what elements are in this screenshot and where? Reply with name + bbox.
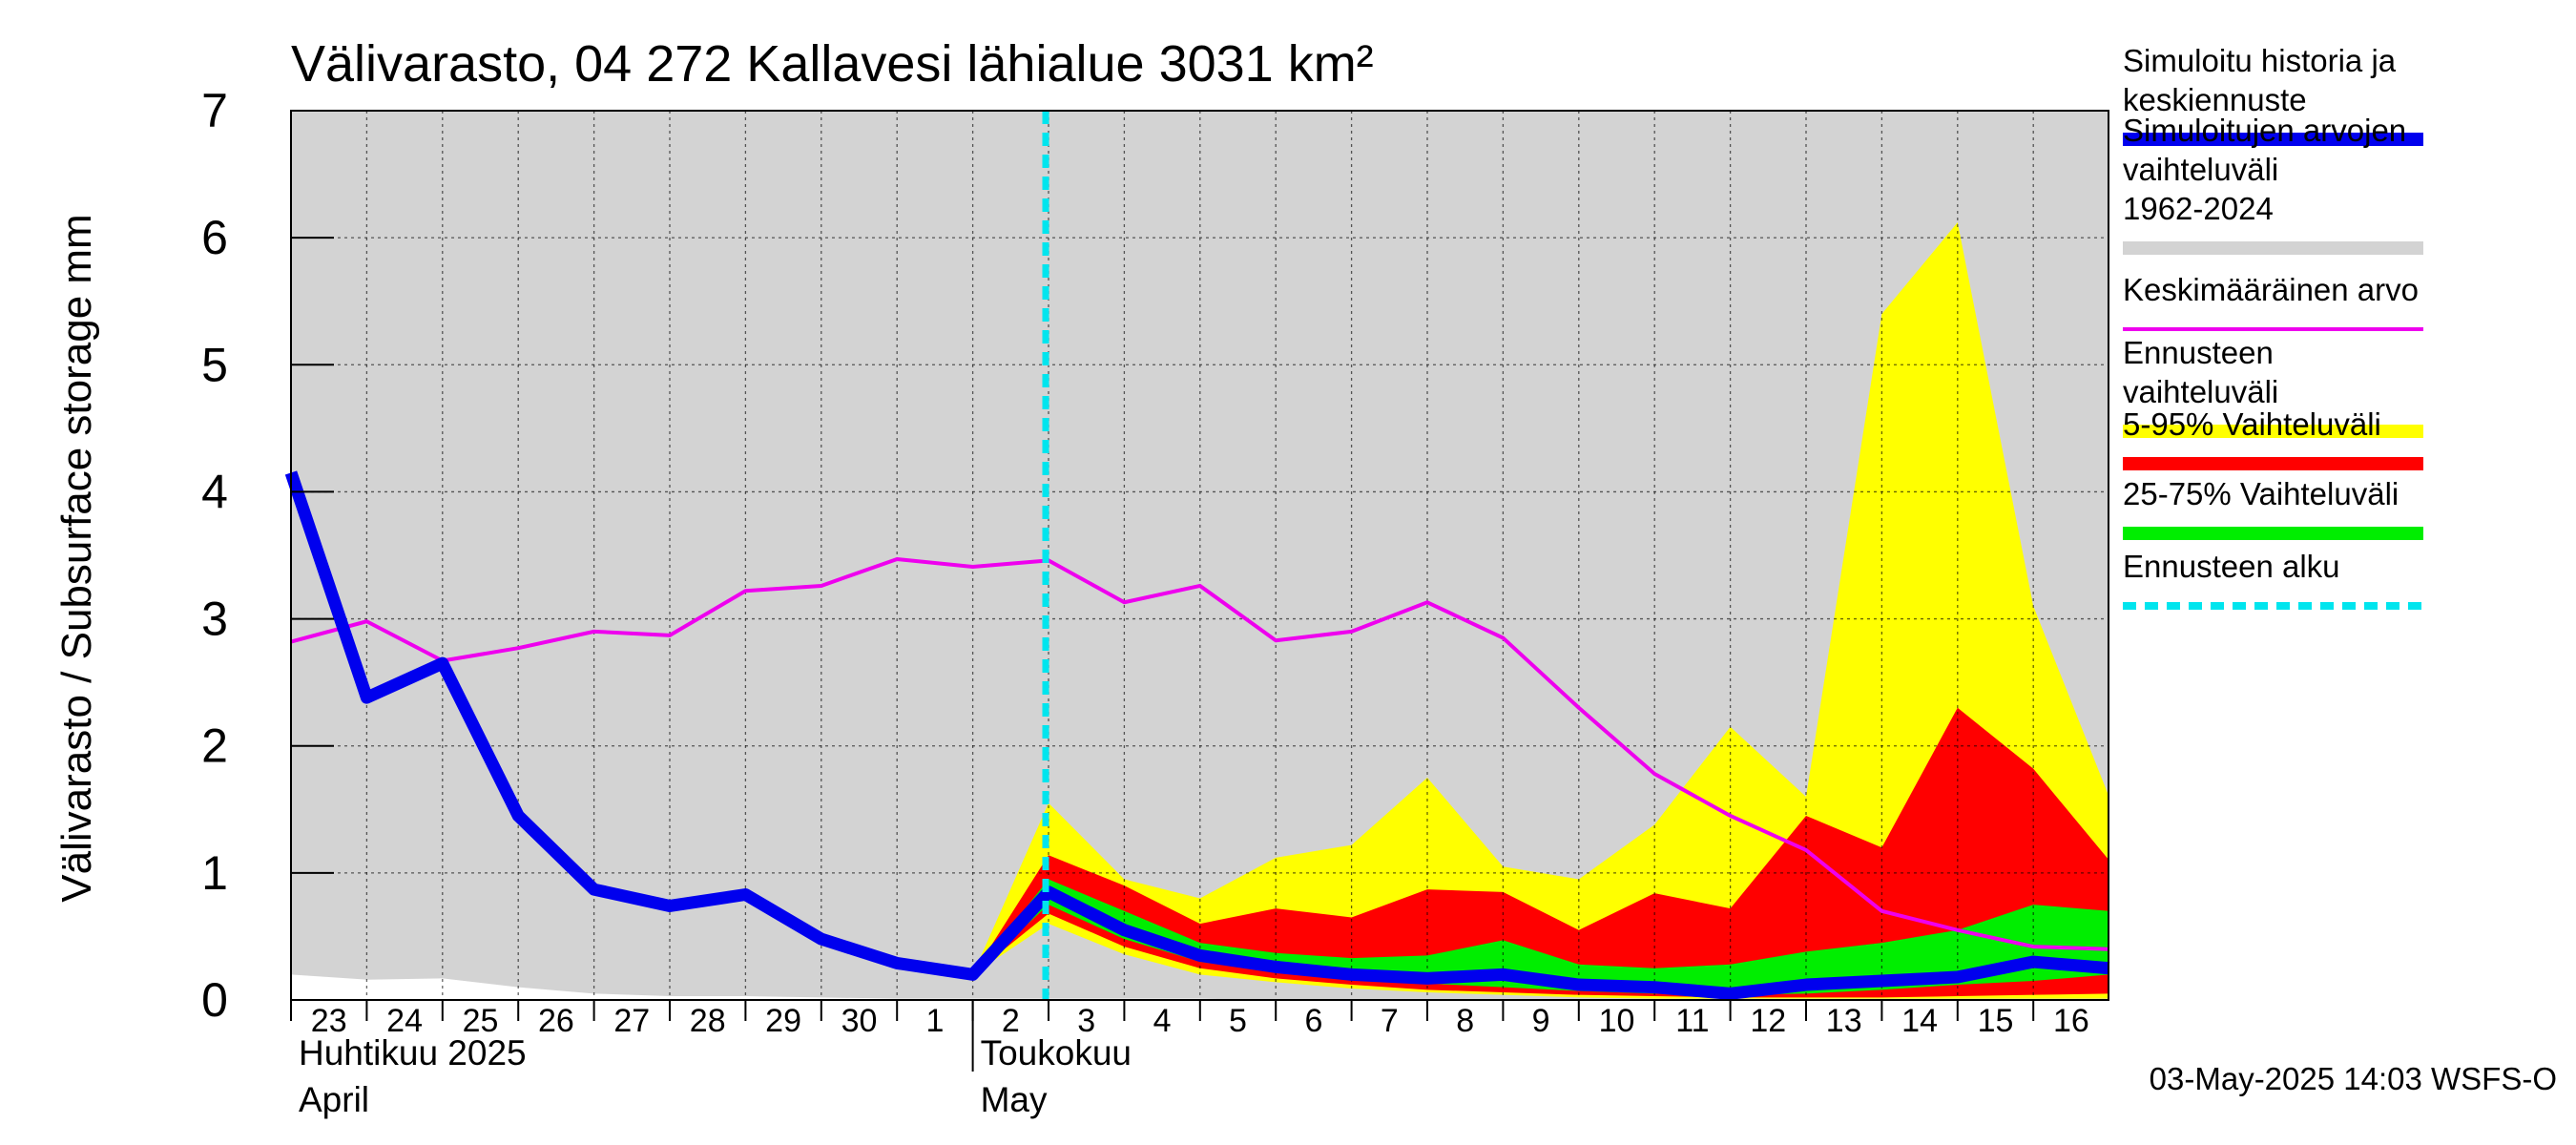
legend-label: vaihteluväli	[2123, 152, 2278, 187]
y-tick-label: 7	[201, 84, 228, 137]
y-tick-label: 6	[201, 211, 228, 264]
history-line	[284, 470, 2110, 1000]
x-tick-label: 1	[925, 1003, 944, 1039]
month-label-en: May	[981, 1080, 1048, 1119]
x-tick-label: 13	[1826, 1003, 1862, 1039]
forecast-range-area	[972, 222, 2109, 999]
y-tick-label: 5	[201, 338, 228, 391]
legend-label: 25-75% Vaihteluväli	[2123, 476, 2399, 511]
x-tick-label: 3	[1077, 1003, 1095, 1039]
legend-label: Keskimääräinen arvo	[2123, 272, 2419, 307]
x-tick-label: 30	[841, 1003, 878, 1039]
p5-95-area	[972, 707, 2109, 998]
legend-label: keskiennuste	[2123, 82, 2307, 117]
mean-line	[290, 556, 2109, 951]
y-axis-label: Välivarasto / Subsurface storage mm	[53, 214, 100, 902]
y-tick-label: 0	[201, 973, 228, 1027]
y-tick-label: 1	[201, 846, 228, 900]
x-tick-label: 27	[613, 1003, 650, 1039]
month-label-en: April	[299, 1080, 369, 1119]
legend-label: Ennusteen	[2123, 335, 2274, 370]
x-tick-label: 2	[1002, 1003, 1020, 1039]
y-tick-label: 3	[201, 593, 228, 646]
x-tick-label: 7	[1381, 1003, 1399, 1039]
y-tick-label: 2	[201, 719, 228, 773]
x-tick-label: 6	[1304, 1003, 1322, 1039]
x-tick-label: 10	[1599, 1003, 1635, 1039]
x-tick-label: 25	[463, 1003, 499, 1039]
x-tick-label: 26	[538, 1003, 574, 1039]
x-tick-label: 11	[1675, 1003, 1709, 1039]
x-tick-label: 4	[1153, 1003, 1172, 1039]
x-tick-label: 24	[386, 1003, 423, 1039]
x-tick-label: 23	[311, 1003, 347, 1039]
x-tick-label: 9	[1532, 1003, 1550, 1039]
legend-label: Ennusteen alku	[2123, 549, 2340, 584]
x-tick-label: 14	[1901, 1003, 1938, 1039]
x-tick-label: 8	[1456, 1003, 1474, 1039]
x-tick-label: 29	[765, 1003, 801, 1039]
legend-label: 1962-2024	[2123, 191, 2274, 226]
x-tick-label: 28	[690, 1003, 726, 1039]
timestamp-footer: 03-May-2025 14:03 WSFS-O	[2150, 1061, 2557, 1096]
x-tick-label: 16	[2053, 1003, 2089, 1039]
month-label-fi: Toukokuu	[981, 1033, 1132, 1072]
legend-label: Simuloitujen arvojen	[2123, 113, 2406, 148]
chart-title: Välivarasto, 04 272 Kallavesi lähialue 3…	[291, 35, 1374, 93]
legend-label: Simuloitu historia ja	[2123, 43, 2397, 78]
month-label-fi: Huhtikuu 2025	[299, 1033, 527, 1072]
y-tick-label: 4	[201, 465, 228, 518]
x-tick-label: 5	[1229, 1003, 1247, 1039]
sim-range-lower-area	[291, 974, 2109, 1000]
legend-label: 5-95% Vaihteluväli	[2123, 406, 2381, 442]
legend-label: vaihteluväli	[2123, 374, 2278, 409]
x-tick-label: 15	[1978, 1003, 2014, 1039]
x-tick-label: 12	[1750, 1003, 1786, 1039]
